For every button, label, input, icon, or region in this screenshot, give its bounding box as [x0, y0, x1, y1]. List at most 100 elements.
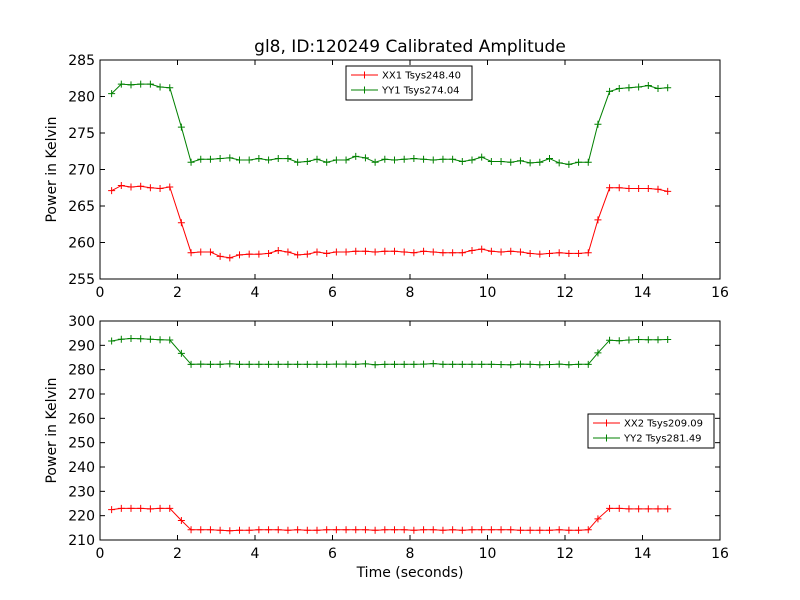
data-point [265, 526, 273, 534]
data-point [187, 360, 195, 368]
data-point [536, 361, 544, 369]
data-point [410, 360, 418, 368]
x-tick-label: 14 [634, 285, 652, 301]
x-tick-label: 6 [328, 546, 337, 562]
data-point [381, 526, 389, 534]
data-point [575, 526, 583, 534]
data-point [546, 249, 553, 257]
data-point [255, 360, 263, 368]
data-point [516, 248, 524, 256]
data-point [284, 526, 292, 534]
data-point [236, 360, 243, 368]
data-point [236, 251, 243, 259]
x-tick-label: 8 [406, 546, 415, 562]
data-point [226, 154, 234, 162]
data-point [458, 360, 466, 368]
x-tick-label: 10 [479, 546, 497, 562]
data-point [342, 156, 350, 164]
data-point [127, 81, 135, 89]
x-tick-label: 14 [634, 546, 652, 562]
y-tick-label: 210 [68, 533, 95, 549]
data-point [127, 335, 135, 343]
data-point [156, 184, 164, 192]
data-point [400, 155, 408, 163]
data-point [565, 249, 573, 257]
y-tick-label: 270 [68, 163, 95, 179]
data-point [594, 515, 602, 523]
data-point [536, 158, 544, 166]
data-point [361, 247, 369, 255]
data-point [352, 526, 360, 534]
x-tick-label: 2 [173, 546, 182, 562]
data-point [323, 249, 331, 257]
data-point [644, 184, 652, 192]
data-point [108, 90, 116, 98]
data-point [265, 156, 273, 164]
y-tick-label: 300 [68, 314, 95, 330]
data-point [615, 337, 623, 345]
x-tick-label: 16 [711, 285, 729, 301]
data-point [197, 248, 205, 256]
data-point [654, 336, 662, 344]
data-point [226, 360, 234, 368]
data-point [429, 526, 437, 534]
x-tick-label: 0 [96, 546, 105, 562]
x-tick-label: 6 [328, 285, 337, 301]
data-point [313, 155, 321, 163]
data-point [458, 157, 466, 165]
data-point [526, 360, 534, 368]
data-point [216, 252, 224, 260]
data-point [284, 155, 292, 163]
data-point [526, 249, 534, 257]
data-point [478, 153, 486, 161]
data-point [381, 247, 389, 255]
data-point [177, 517, 185, 525]
data-point [206, 155, 214, 163]
data-point [197, 155, 205, 163]
data-point [410, 155, 418, 163]
data-point [555, 360, 563, 368]
y-axis-label: Power in Kelvin [44, 116, 60, 222]
data-point [507, 158, 515, 166]
data-point [117, 504, 125, 512]
data-point [458, 526, 466, 534]
x-tick-label: 16 [711, 546, 729, 562]
data-point [255, 250, 263, 258]
data-point [206, 360, 214, 368]
data-point [342, 248, 350, 256]
data-point [197, 360, 205, 368]
data-point [516, 157, 524, 165]
y-axis-label: Power in Kelvin [44, 377, 60, 483]
y-tick-label: 260 [68, 411, 95, 427]
data-point [381, 155, 389, 163]
data-point [615, 84, 623, 92]
data-point [177, 219, 185, 227]
data-point [654, 505, 662, 513]
data-point [625, 84, 633, 92]
y-tick-label: 290 [68, 338, 95, 354]
data-point [507, 361, 515, 369]
data-point [439, 526, 447, 534]
data-point [352, 360, 360, 368]
data-point [606, 87, 614, 95]
data-point [635, 335, 643, 343]
data-point [156, 336, 164, 344]
series-line [111, 185, 668, 259]
data-point [606, 184, 614, 192]
data-point [313, 248, 321, 256]
y-tick-label: 285 [68, 53, 95, 69]
data-point [594, 216, 602, 224]
data-point [391, 360, 398, 368]
data-point [245, 526, 253, 534]
data-point [265, 249, 273, 257]
data-point [625, 184, 633, 192]
data-point [216, 360, 224, 368]
y-tick-label: 260 [68, 236, 95, 252]
data-point [420, 155, 428, 163]
data-point [420, 247, 428, 255]
data-point [526, 159, 534, 167]
data-point [303, 526, 311, 534]
data-point [323, 526, 331, 534]
x-axis-label: Time (seconds) [356, 565, 464, 581]
